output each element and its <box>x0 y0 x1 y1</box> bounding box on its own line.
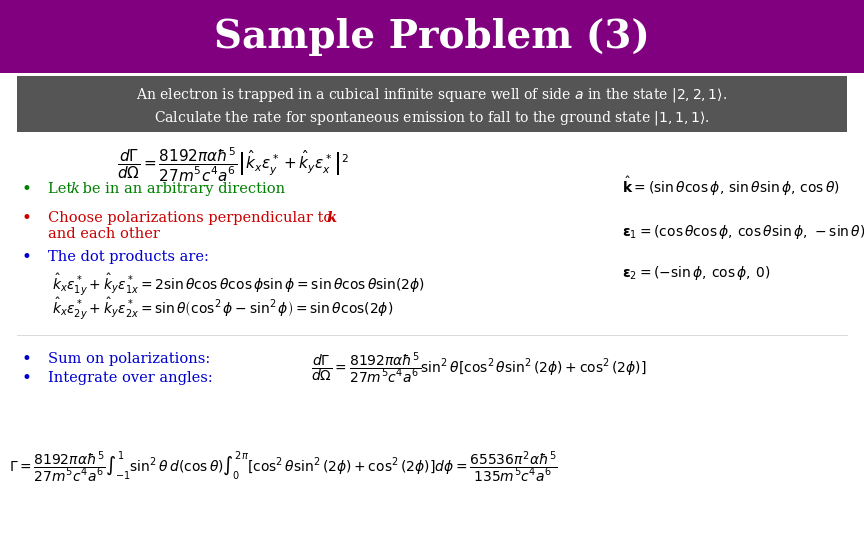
Text: Choose polarizations perpendicular to: Choose polarizations perpendicular to <box>48 211 336 225</box>
Text: $\dfrac{d\Gamma}{d\Omega} = \dfrac{8192\pi\alpha\hbar^5}{27m^5c^4a^6}\sin^2\thet: $\dfrac{d\Gamma}{d\Omega} = \dfrac{8192\… <box>311 350 646 386</box>
Text: $\boldsymbol{\varepsilon}_1 = \left(\cos\theta\cos\phi,\, \cos\theta\sin\phi,\, : $\boldsymbol{\varepsilon}_1 = \left(\cos… <box>622 223 864 241</box>
Text: Integrate over angles:: Integrate over angles: <box>48 371 213 385</box>
Text: •: • <box>22 208 31 227</box>
FancyBboxPatch shape <box>17 76 847 132</box>
Text: An electron is trapped in a cubical infinite square well of side $a$ in the stat: An electron is trapped in a cubical infi… <box>137 85 727 104</box>
Text: $\hat{k}_x\varepsilon_{1y}^* + \hat{k}_y\varepsilon_{1x}^* = 2\sin\theta\cos\the: $\hat{k}_x\varepsilon_{1y}^* + \hat{k}_y… <box>52 272 425 298</box>
Text: Let: Let <box>48 182 76 196</box>
Text: $\hat{\mathbf{k}} = \left(\sin\theta\cos\phi,\, \sin\theta\sin\phi,\, \cos\theta: $\hat{\mathbf{k}} = \left(\sin\theta\cos… <box>622 174 840 198</box>
Text: The dot products are:: The dot products are: <box>48 249 208 264</box>
Text: $\hat{k}_x\varepsilon_{2y}^* + \hat{k}_y\varepsilon_{2x}^* = \sin\theta\left(\co: $\hat{k}_x\varepsilon_{2y}^* + \hat{k}_y… <box>52 296 393 322</box>
Text: Sum on polarizations:: Sum on polarizations: <box>48 352 210 366</box>
Text: k: k <box>327 211 337 225</box>
Text: Sample Problem (3): Sample Problem (3) <box>214 18 650 56</box>
FancyBboxPatch shape <box>0 0 864 73</box>
Text: $\Gamma = \dfrac{8192\pi\alpha\hbar^5}{27m^5c^4a^6}\int_{-1}^{1}\sin^2\theta\,d(: $\Gamma = \dfrac{8192\pi\alpha\hbar^5}{2… <box>9 449 557 485</box>
Text: •: • <box>22 369 31 387</box>
Text: be in an arbitrary direction: be in an arbitrary direction <box>78 182 285 196</box>
Text: and each other: and each other <box>48 227 159 241</box>
Text: Calculate the rate for spontaneous emission to fall to the ground state $|1,1,1\: Calculate the rate for spontaneous emiss… <box>155 109 709 127</box>
Text: $\dfrac{d\Gamma}{d\Omega} = \dfrac{8192\pi\alpha\hbar^5}{27m^5c^4a^6}\left|\hat{: $\dfrac{d\Gamma}{d\Omega} = \dfrac{8192\… <box>118 146 349 184</box>
Text: k: k <box>71 182 79 196</box>
Text: $\boldsymbol{\varepsilon}_2 = \left(-\sin\phi,\, \cos\phi,\, 0\right)$: $\boldsymbol{\varepsilon}_2 = \left(-\si… <box>622 264 771 282</box>
Text: •: • <box>22 247 31 266</box>
Text: •: • <box>22 350 31 368</box>
Text: •: • <box>22 180 31 198</box>
